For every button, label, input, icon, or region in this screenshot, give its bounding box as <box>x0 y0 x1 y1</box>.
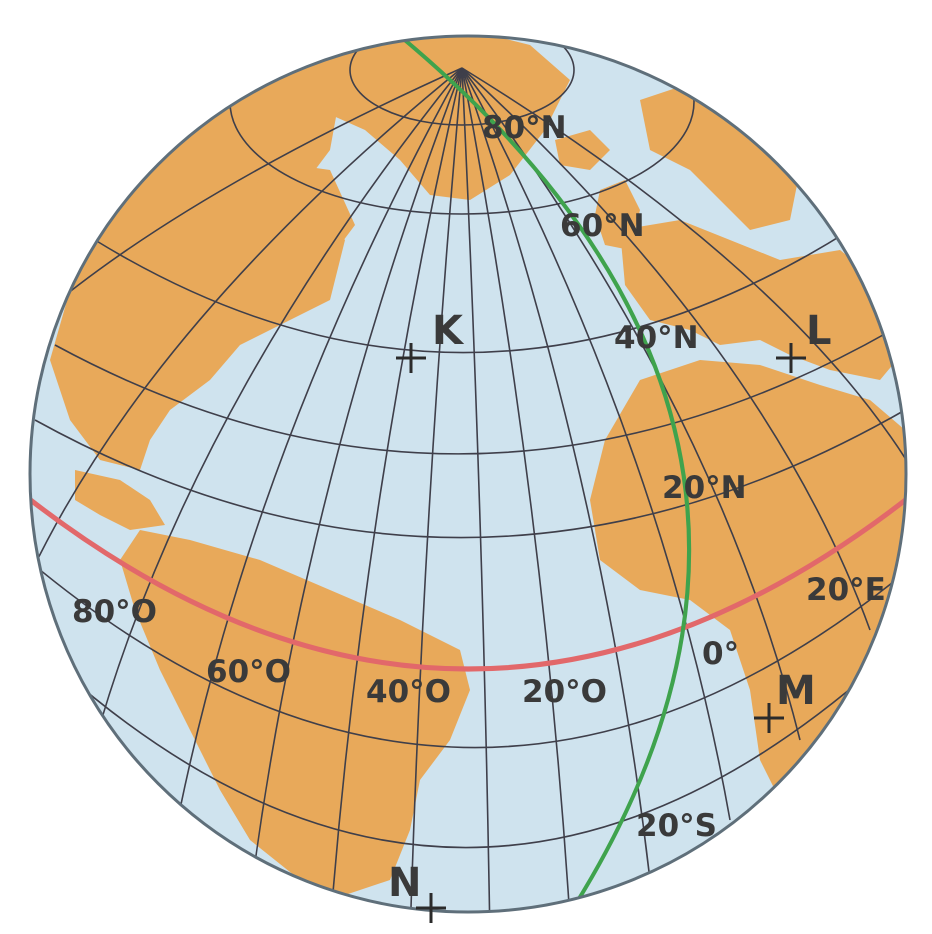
longitude-label-80o: 80°O <box>72 594 157 630</box>
latitude-line <box>30 559 906 749</box>
longitude-line <box>89 67 463 761</box>
point-l-label: L <box>806 308 832 354</box>
latitude-line <box>349 36 575 126</box>
longitude-label-20o: 20°O <box>522 674 607 710</box>
point-n-label: N <box>388 860 421 906</box>
prime-meridian-line <box>376 36 692 912</box>
latitude-label-60n: 60°N <box>560 208 645 244</box>
central-america-landmass <box>75 470 165 530</box>
iceland-landmass <box>555 130 610 170</box>
latitude-line <box>49 649 896 849</box>
latitude-label-40n: 40°N <box>614 320 699 356</box>
longitude-line <box>30 67 463 621</box>
longitude-line <box>249 67 463 901</box>
longitude-line <box>169 67 463 861</box>
europe-landmass <box>620 220 905 380</box>
longitude-line <box>461 67 906 501</box>
longitude-line <box>461 67 651 881</box>
equator-line <box>30 496 906 672</box>
point-m-marker <box>754 703 784 733</box>
point-l-marker <box>776 343 806 373</box>
latitude-line <box>34 409 906 539</box>
land-masses <box>50 36 906 895</box>
longitude-line <box>461 67 731 821</box>
longitude-label-60o: 60°O <box>206 654 291 690</box>
north-america-landmass <box>50 55 345 470</box>
uk-landmass <box>595 180 640 250</box>
longitude-line <box>30 67 463 421</box>
longitude-line <box>461 67 571 912</box>
longitude-line <box>461 67 491 912</box>
longitude-label-0: 0° <box>702 636 739 672</box>
latitude-lines <box>30 36 906 912</box>
longitude-label-20e: 20°E <box>806 572 886 608</box>
point-m-label: M <box>776 668 816 714</box>
latitude-label-80n: 80°N <box>482 110 567 146</box>
latitude-label-20n: 20°N <box>662 470 747 506</box>
longitude-label-40o: 40°O <box>366 674 451 710</box>
longitude-line <box>409 67 463 912</box>
point-n-marker <box>416 893 446 923</box>
longitude-lines <box>30 67 906 912</box>
latitude-line <box>94 229 851 354</box>
labrador-landmass <box>255 160 355 265</box>
latitude-label-20s: 20°S <box>636 808 717 844</box>
latitude-line <box>54 329 893 455</box>
longitude-line <box>329 67 463 912</box>
south-america-landmass <box>120 530 470 895</box>
point-k-label: K <box>432 308 465 354</box>
globe-outline <box>28 34 908 914</box>
point-k-marker <box>396 343 426 373</box>
